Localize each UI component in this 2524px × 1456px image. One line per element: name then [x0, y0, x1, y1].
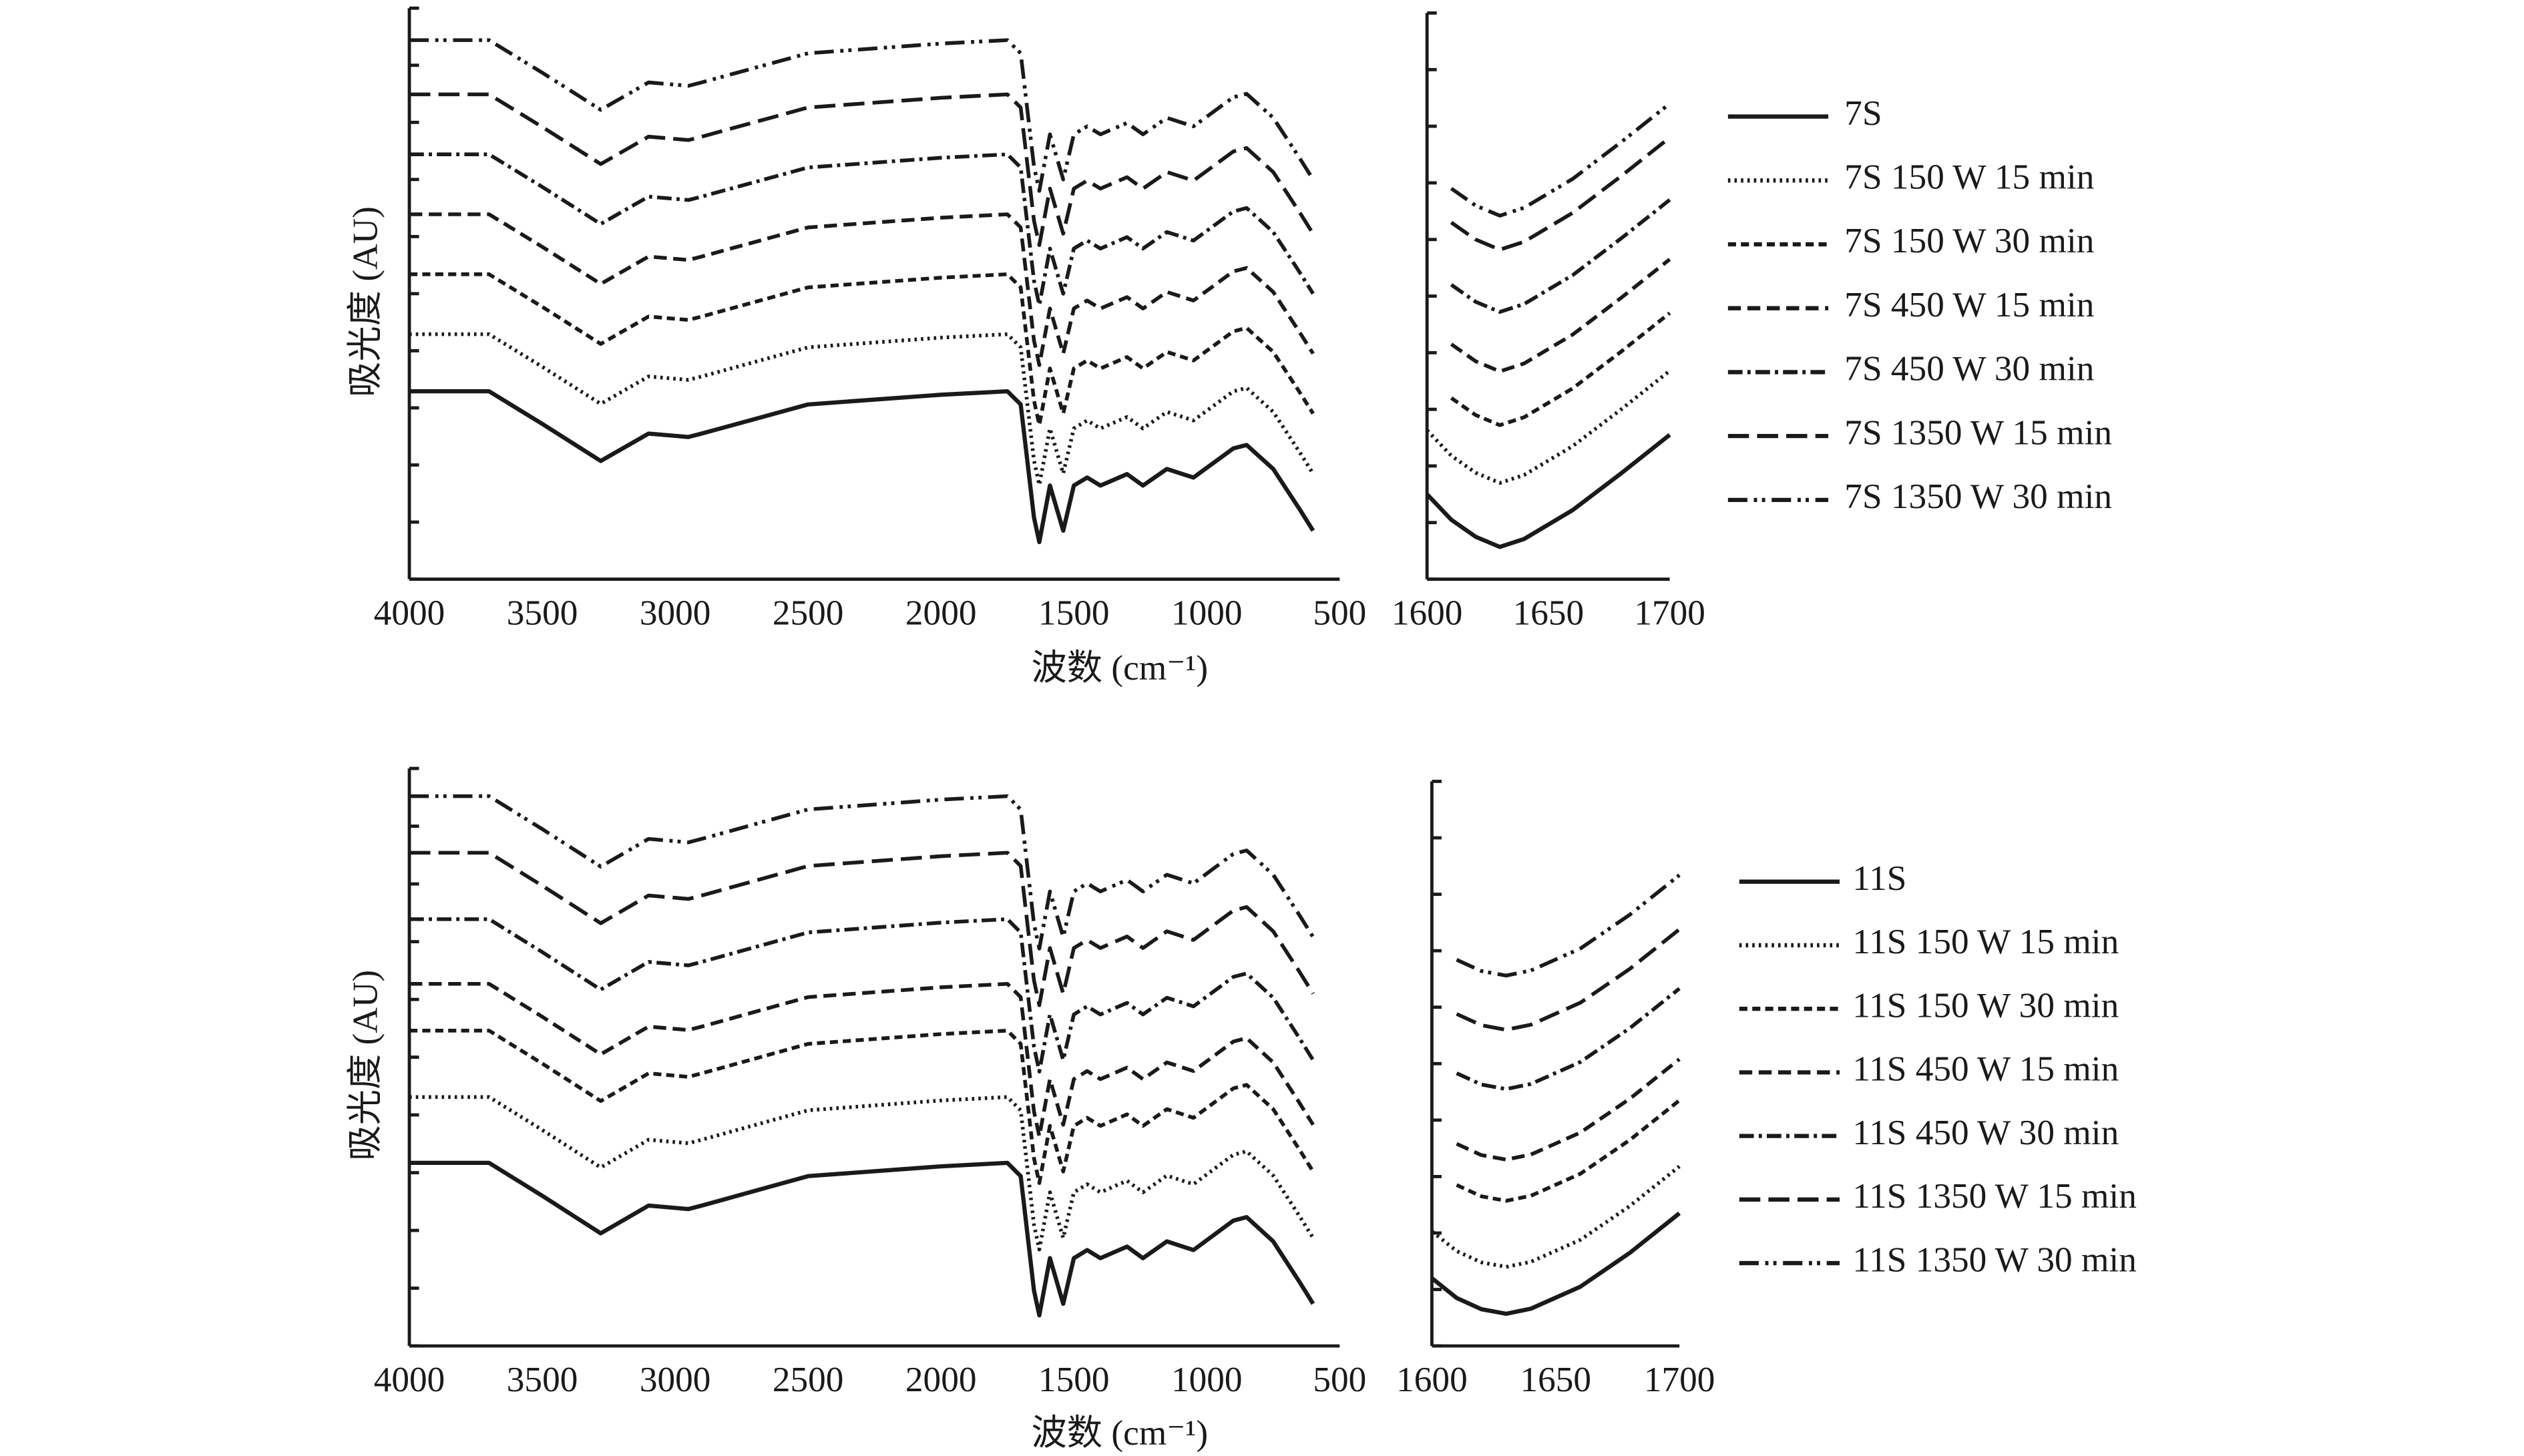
x-tick-label: 1500	[1038, 593, 1110, 633]
x-tick-label: 1000	[1171, 593, 1243, 633]
x-tick-label: 1650	[1520, 1360, 1591, 1399]
legend-label: 7S 450 W 15 min	[1844, 285, 2094, 324]
x-tick-label: 1700	[1634, 593, 1705, 633]
spectrum-line	[409, 1095, 1315, 1252]
legend-label: 7S 150 W 15 min	[1844, 158, 2094, 197]
x-tick-label: 3500	[507, 593, 578, 633]
x-tick-label: 500	[1313, 1360, 1366, 1399]
spectrum-line	[409, 38, 1315, 193]
legend-label: 11S 450 W 30 min	[1852, 1113, 2119, 1152]
legend-label: 7S 1350 W 15 min	[1844, 413, 2112, 452]
y-axis-label: 吸光度 (AU)	[346, 206, 385, 397]
spectrum-line	[1456, 927, 1681, 1032]
x-tick-label: 4000	[374, 1360, 445, 1399]
spectrum-line	[409, 917, 1315, 1073]
x-axis-label: 波数 (cm⁻¹)	[1031, 648, 1208, 688]
spectrum-line	[409, 981, 1315, 1138]
spectrum-line	[1450, 311, 1671, 427]
x-tick-label: 1650	[1513, 593, 1585, 633]
spectrum-line	[409, 794, 1315, 951]
legend-label: 7S	[1844, 93, 1882, 133]
x-tick-label: 4000	[374, 593, 445, 633]
spectrum-line	[1430, 1165, 1681, 1269]
x-tick-label: 1600	[1392, 593, 1463, 633]
legend-label: 11S 150 W 15 min	[1852, 922, 2119, 961]
spectrum-line	[409, 332, 1315, 487]
spectrum-line	[409, 212, 1315, 367]
spectrum-line	[1450, 198, 1671, 314]
legend-label: 11S 1350 W 30 min	[1852, 1240, 2136, 1279]
spectrum-line	[409, 152, 1315, 307]
spectrum-line	[409, 1029, 1315, 1185]
legend-label: 11S 1350 W 15 min	[1852, 1176, 2136, 1216]
spectrum-line	[1456, 1099, 1681, 1203]
spectrum-line	[1425, 433, 1671, 549]
spectrum-line	[1430, 1211, 1681, 1316]
legend-label: 7S 1350 W 30 min	[1844, 477, 2112, 516]
y-axis-label: 吸光度 (AU)	[346, 970, 385, 1161]
x-tick-label: 2500	[773, 593, 844, 633]
legend-label: 11S 150 W 30 min	[1852, 985, 2119, 1025]
x-tick-label: 3500	[507, 1360, 578, 1399]
spectrum-line	[1450, 102, 1671, 218]
spectrum-line	[409, 272, 1315, 427]
x-tick-label: 2500	[773, 1360, 844, 1399]
spectrum-line	[409, 389, 1315, 545]
spectrum-line	[1456, 873, 1681, 978]
spectrum-line	[409, 92, 1315, 247]
spectrum-line	[409, 851, 1315, 1007]
spectrum-line	[1450, 258, 1671, 374]
x-tick-label: 2000	[905, 1360, 977, 1399]
x-tick-label: 1700	[1644, 1360, 1715, 1399]
x-axis-label: 波数 (cm⁻¹)	[1031, 1413, 1208, 1453]
x-tick-label: 500	[1313, 593, 1366, 633]
x-tick-label: 1500	[1038, 1360, 1110, 1399]
x-tick-label: 3000	[640, 593, 711, 633]
x-tick-label: 1600	[1396, 1360, 1468, 1399]
x-tick-label: 1000	[1171, 1360, 1243, 1399]
legend-label: 11S	[1852, 859, 1906, 898]
legend-label: 7S 150 W 30 min	[1844, 221, 2094, 260]
spectrum-line	[1426, 369, 1671, 485]
x-tick-label: 2000	[905, 593, 977, 633]
spectrum-line	[409, 1160, 1315, 1318]
spectrum-line	[1456, 1057, 1681, 1162]
spectrum-line	[1450, 136, 1671, 252]
spectrum-line	[1456, 987, 1681, 1091]
legend-label: 7S 450 W 30 min	[1844, 349, 2094, 389]
x-tick-label: 3000	[640, 1360, 711, 1399]
legend-label: 11S 450 W 15 min	[1852, 1049, 2119, 1089]
